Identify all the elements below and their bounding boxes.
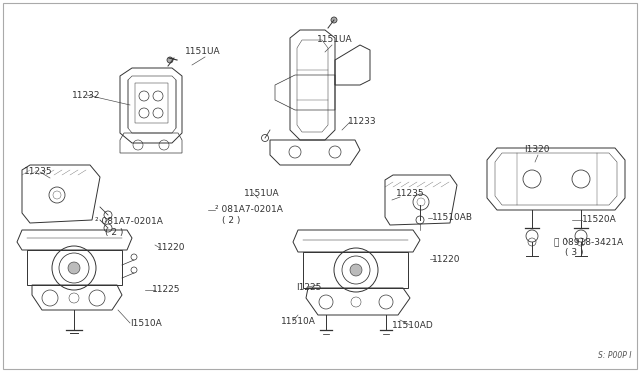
Text: I1225: I1225	[296, 282, 321, 292]
Circle shape	[167, 57, 173, 63]
Text: 1151UA: 1151UA	[317, 35, 353, 45]
Text: I1320: I1320	[524, 145, 550, 154]
Circle shape	[350, 264, 362, 276]
Text: ( 3 ): ( 3 )	[565, 248, 584, 257]
Text: 1151UA: 1151UA	[185, 48, 221, 57]
Text: 11232: 11232	[72, 90, 100, 99]
Text: 1151UA: 1151UA	[244, 189, 280, 198]
Text: 11235: 11235	[396, 189, 424, 199]
Text: ( 2 ): ( 2 )	[105, 228, 124, 237]
Text: ² 081A7-0201A: ² 081A7-0201A	[215, 205, 283, 215]
Text: Ⓝ 08918-3421A: Ⓝ 08918-3421A	[554, 237, 623, 247]
Text: 11510AB: 11510AB	[432, 214, 473, 222]
Text: 11510AD: 11510AD	[392, 321, 434, 330]
Text: ² 081A7-0201A: ² 081A7-0201A	[95, 218, 163, 227]
Text: 11520A: 11520A	[582, 215, 617, 224]
Circle shape	[331, 17, 337, 23]
Text: I1510A: I1510A	[130, 318, 162, 327]
Text: ( 2 ): ( 2 )	[222, 217, 241, 225]
Text: 11233: 11233	[348, 118, 376, 126]
Text: S: P00P I: S: P00P I	[598, 351, 632, 360]
Text: 11225: 11225	[152, 285, 180, 295]
Text: 11510A: 11510A	[281, 317, 316, 326]
Text: 11220: 11220	[157, 244, 186, 253]
Text: 11235: 11235	[24, 167, 52, 176]
Text: 11220: 11220	[432, 254, 461, 263]
Circle shape	[68, 262, 80, 274]
